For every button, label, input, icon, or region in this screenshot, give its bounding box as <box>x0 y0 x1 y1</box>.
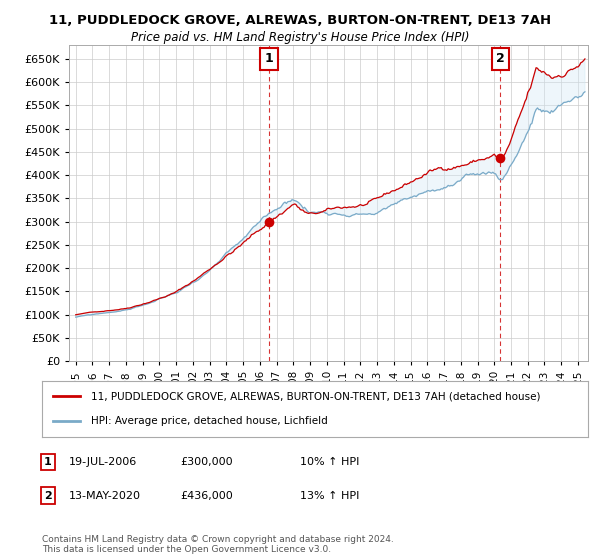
Text: £436,000: £436,000 <box>180 491 233 501</box>
Text: £300,000: £300,000 <box>180 457 233 467</box>
Text: 11, PUDDLEDOCK GROVE, ALREWAS, BURTON-ON-TRENT, DE13 7AH (detached house): 11, PUDDLEDOCK GROVE, ALREWAS, BURTON-ON… <box>91 391 541 402</box>
Text: 19-JUL-2006: 19-JUL-2006 <box>69 457 137 467</box>
Text: 2: 2 <box>44 491 52 501</box>
Text: HPI: Average price, detached house, Lichfield: HPI: Average price, detached house, Lich… <box>91 416 328 426</box>
Text: 13-MAY-2020: 13-MAY-2020 <box>69 491 141 501</box>
Text: 1: 1 <box>44 457 52 467</box>
Text: Contains HM Land Registry data © Crown copyright and database right 2024.
This d: Contains HM Land Registry data © Crown c… <box>42 535 394 554</box>
Text: Price paid vs. HM Land Registry's House Price Index (HPI): Price paid vs. HM Land Registry's House … <box>131 31 469 44</box>
Text: 1: 1 <box>265 52 274 66</box>
Text: 10% ↑ HPI: 10% ↑ HPI <box>300 457 359 467</box>
Text: 13% ↑ HPI: 13% ↑ HPI <box>300 491 359 501</box>
Text: 2: 2 <box>496 52 505 66</box>
Text: 11, PUDDLEDOCK GROVE, ALREWAS, BURTON-ON-TRENT, DE13 7AH: 11, PUDDLEDOCK GROVE, ALREWAS, BURTON-ON… <box>49 14 551 27</box>
